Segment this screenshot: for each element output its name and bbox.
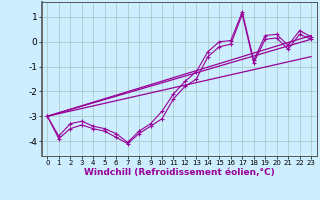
X-axis label: Windchill (Refroidissement éolien,°C): Windchill (Refroidissement éolien,°C) [84, 168, 275, 177]
